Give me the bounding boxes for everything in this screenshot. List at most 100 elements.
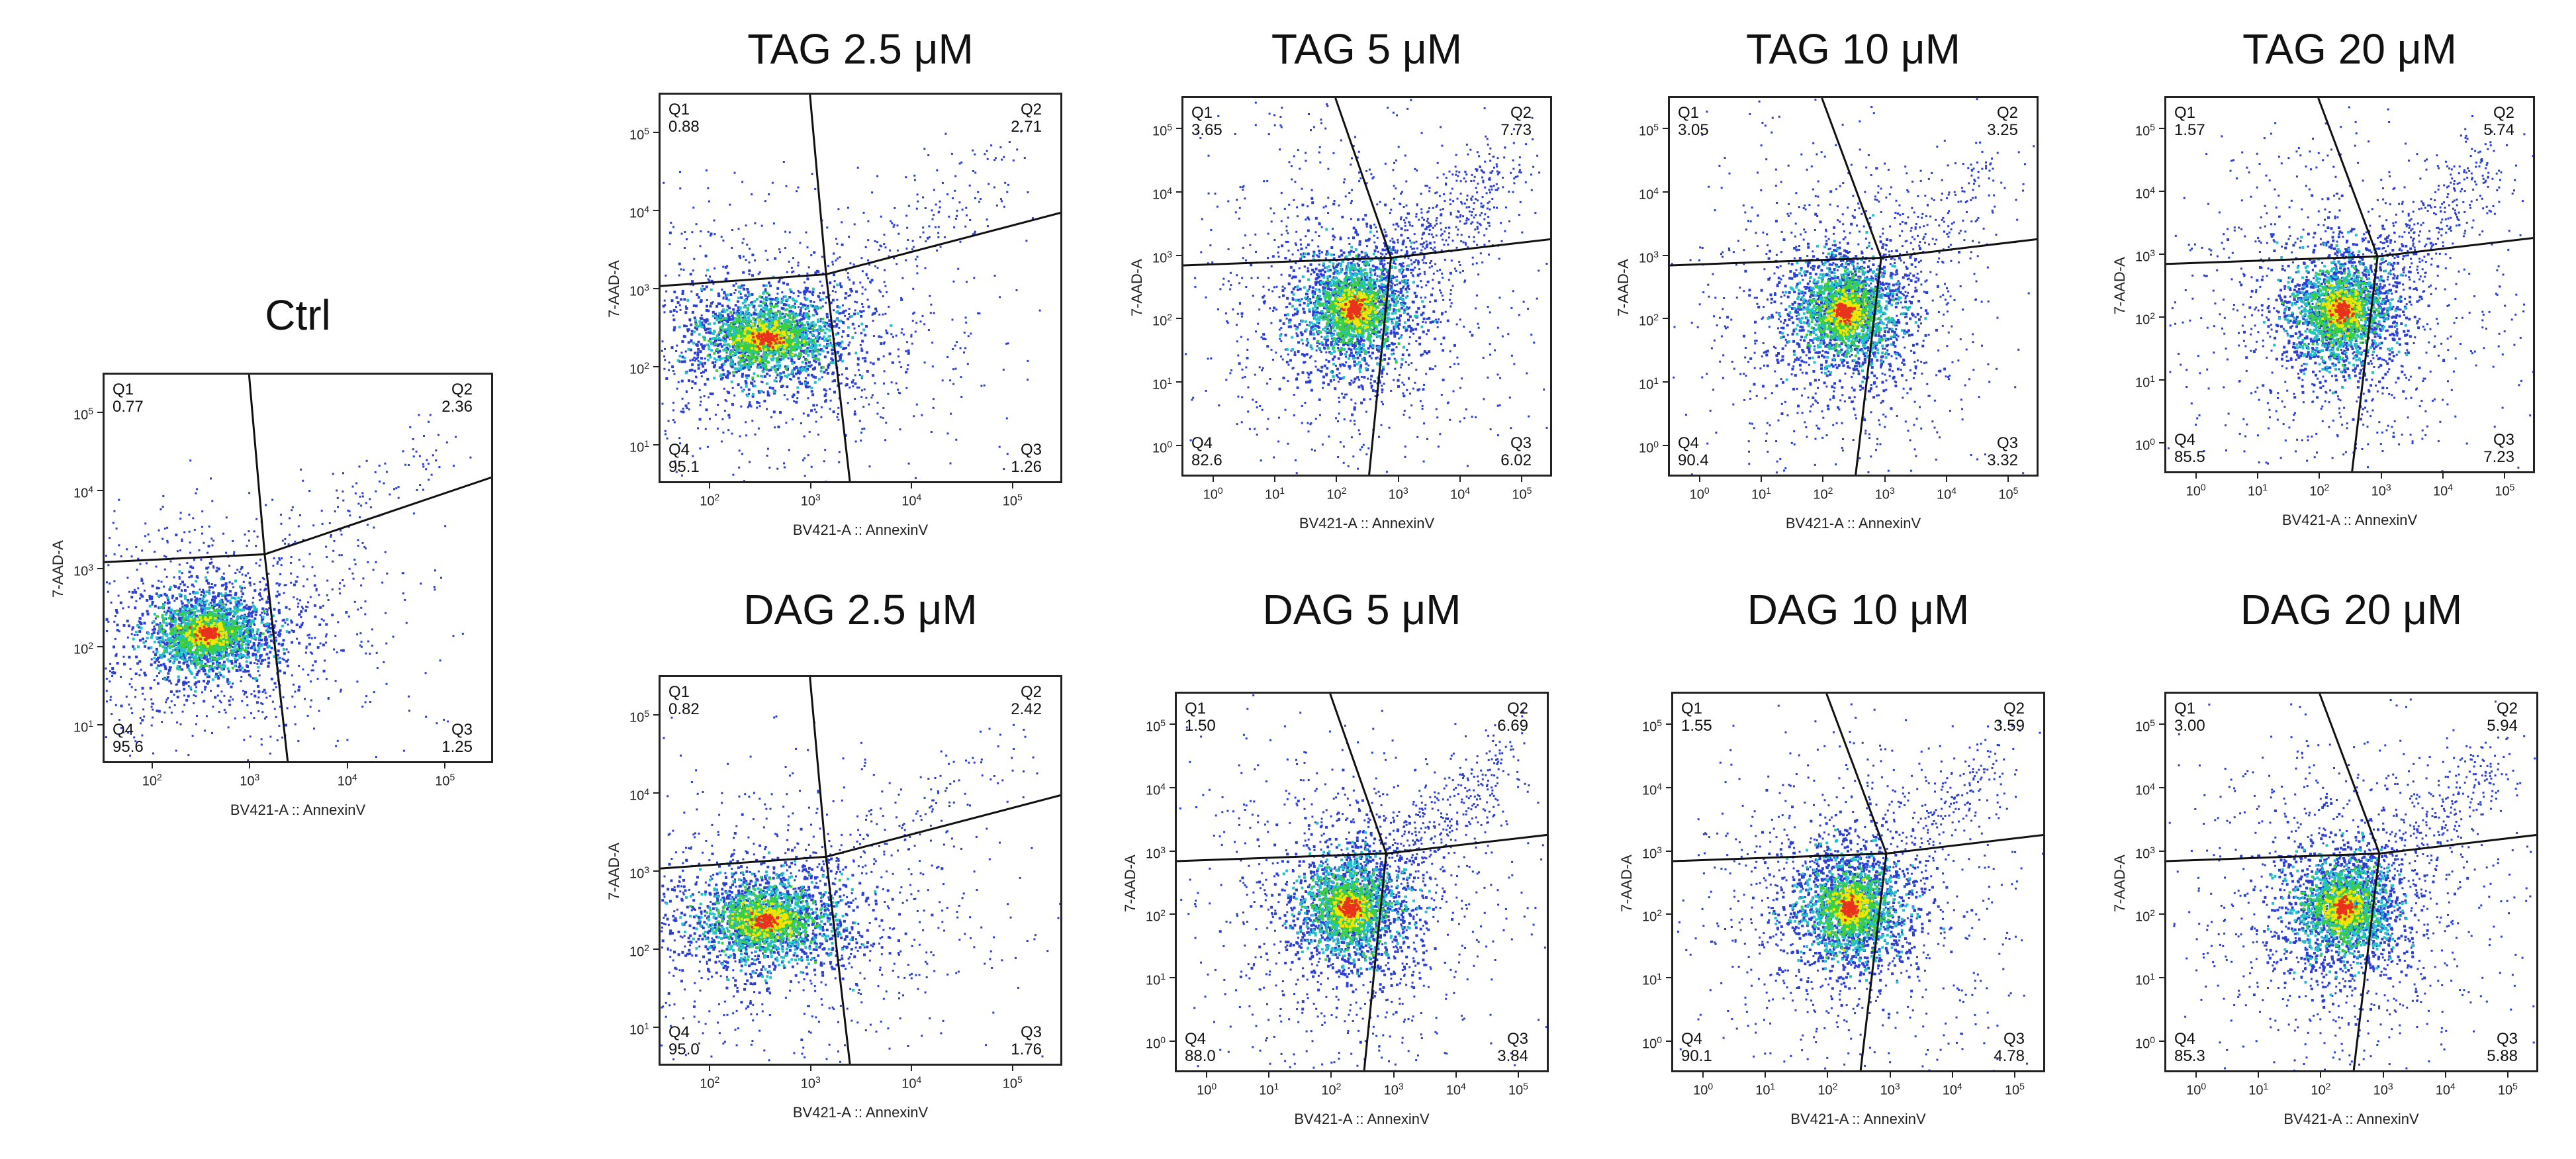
density-dot xyxy=(209,656,212,659)
event-dot xyxy=(298,665,300,667)
event-dot xyxy=(300,616,302,618)
event-dot xyxy=(719,339,722,342)
event-dot xyxy=(122,731,125,733)
event-dot xyxy=(667,420,670,422)
event-dot xyxy=(764,200,766,203)
event-dot xyxy=(927,329,930,332)
event-dot xyxy=(841,304,844,306)
event-dot xyxy=(334,510,336,513)
event-dot xyxy=(342,490,344,493)
event-dot xyxy=(944,132,947,135)
event-dot xyxy=(699,404,702,406)
event-dot xyxy=(803,482,805,483)
density-dot xyxy=(717,316,720,319)
event-dot xyxy=(404,598,406,601)
event-dot xyxy=(258,565,261,567)
event-dot xyxy=(937,232,940,234)
event-dot xyxy=(429,414,432,416)
density-dot xyxy=(214,675,217,678)
density-dot xyxy=(205,638,208,641)
event-dot xyxy=(153,626,156,628)
density-dot xyxy=(227,626,230,629)
event-dot xyxy=(175,683,177,686)
event-dot xyxy=(781,291,784,294)
event-dot xyxy=(871,394,874,396)
density-dot xyxy=(181,614,185,617)
event-dot xyxy=(784,230,787,233)
density-dot xyxy=(702,371,705,374)
density-dot xyxy=(831,352,834,355)
event-dot xyxy=(804,297,806,299)
event-dot xyxy=(746,359,749,361)
density-dot xyxy=(322,643,325,647)
density-dot xyxy=(291,641,294,644)
event-dot xyxy=(776,293,779,295)
event-dot xyxy=(713,233,716,236)
event-dot xyxy=(275,716,277,718)
event-dot xyxy=(805,231,807,234)
density-dot xyxy=(179,594,182,598)
density-dot xyxy=(257,647,261,651)
event-dot xyxy=(107,620,110,623)
density-dot xyxy=(215,663,218,666)
event-dot xyxy=(682,269,685,271)
event-dot xyxy=(778,248,780,251)
density-dot xyxy=(792,361,796,364)
density-dot xyxy=(669,310,672,313)
density-dot xyxy=(842,321,845,324)
event-dot xyxy=(267,626,270,629)
event-dot xyxy=(258,599,261,602)
x-tick-mark xyxy=(249,763,251,768)
event-dot xyxy=(798,373,801,375)
event-dot xyxy=(854,410,856,413)
event-dot xyxy=(367,640,369,643)
density-dot xyxy=(734,304,737,307)
density-dot xyxy=(700,357,703,360)
event-dot xyxy=(248,492,251,494)
density-dot xyxy=(135,655,138,659)
density-dot xyxy=(187,638,191,641)
density-dot xyxy=(273,624,276,627)
event-dot xyxy=(954,367,957,370)
density-dot xyxy=(225,608,228,612)
density-dot xyxy=(228,699,231,702)
event-dot xyxy=(279,573,282,576)
density-dot xyxy=(207,611,210,614)
event-dot xyxy=(161,506,164,508)
event-dot xyxy=(966,214,968,216)
event-dot xyxy=(260,743,263,746)
density-dot xyxy=(209,616,212,619)
event-dot xyxy=(704,357,706,360)
event-dot xyxy=(839,312,842,314)
density-dot xyxy=(824,400,827,403)
density-dot xyxy=(287,631,291,634)
event-dot xyxy=(786,271,788,273)
density-dot xyxy=(226,594,230,597)
density-dot xyxy=(195,660,198,663)
density-dot xyxy=(184,618,187,621)
density-dot xyxy=(690,368,694,371)
density-dot xyxy=(222,675,225,678)
density-dot xyxy=(683,360,686,363)
density-dot xyxy=(215,642,218,645)
density-dot xyxy=(250,606,253,609)
density-dot xyxy=(203,669,207,672)
event-dot xyxy=(886,291,888,293)
event-dot xyxy=(923,148,926,150)
density-dot xyxy=(267,665,270,668)
event-dot xyxy=(678,304,681,306)
density-dot xyxy=(202,590,205,594)
event-dot xyxy=(680,474,683,477)
density-dot xyxy=(249,633,252,637)
event-dot xyxy=(361,492,364,494)
density-dot xyxy=(700,362,704,365)
density-dot xyxy=(218,606,221,609)
density-dot xyxy=(226,654,230,657)
event-dot xyxy=(922,231,925,234)
event-dot xyxy=(302,479,304,482)
density-dot xyxy=(281,643,285,646)
event-dot xyxy=(865,396,868,399)
density-dot xyxy=(173,657,176,660)
density-dot xyxy=(211,647,214,650)
event-dot xyxy=(189,592,191,595)
